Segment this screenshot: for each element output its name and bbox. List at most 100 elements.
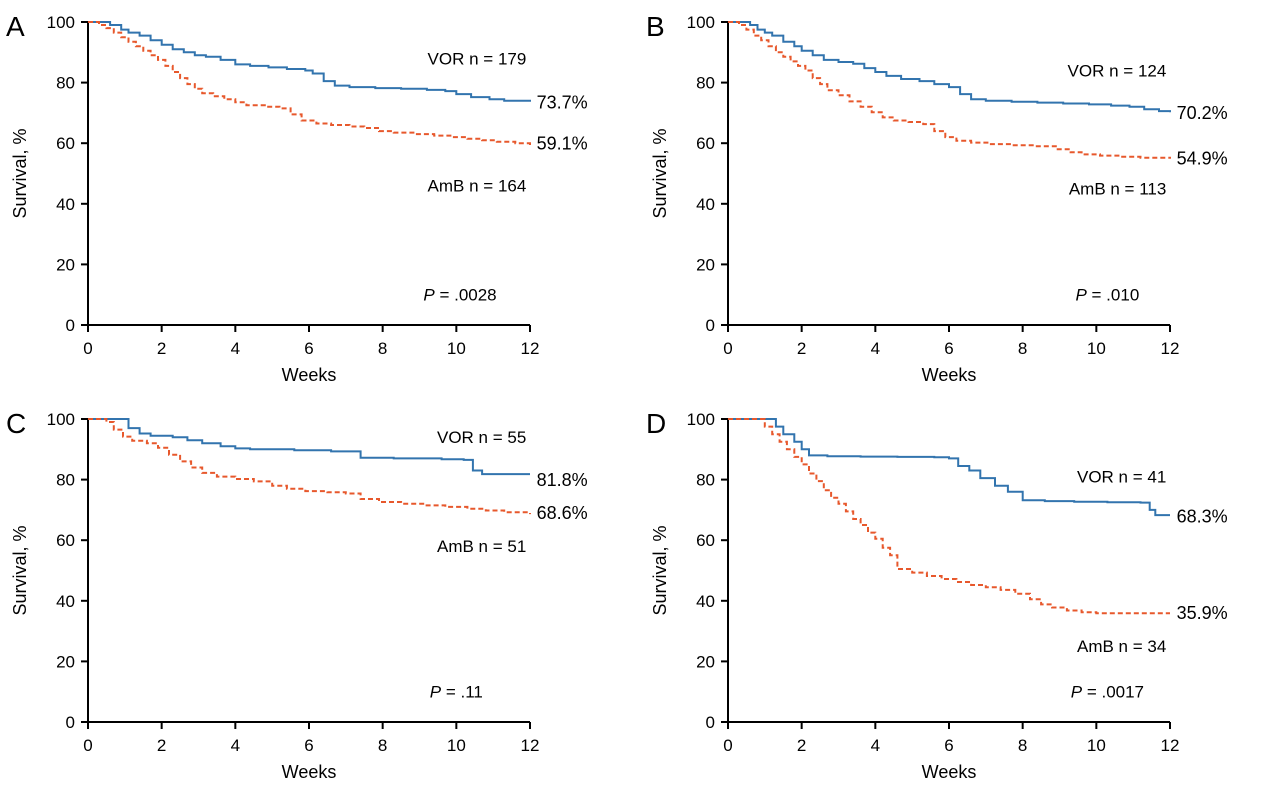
x-tick-label: 0 xyxy=(83,339,92,358)
amb-curve xyxy=(728,418,1170,615)
panel-letter: C xyxy=(6,408,26,439)
survival-chart-b: 0 2 4 6 8 10 12 0 20 40 60 80 100 Weeks Survival, % B VO… xyxy=(646,11,1228,385)
panel-b: 0 2 4 6 8 10 12 0 20 40 60 80 100 Weeks Survival, % B VO… xyxy=(640,0,1280,397)
y-tick-label: 40 xyxy=(56,592,75,611)
panel-a: 0 2 4 6 8 10 12 0 20 40 60 80 100 Weeks Survival, % A VO… xyxy=(0,0,640,397)
y-tick-label: 40 xyxy=(696,195,715,214)
panel-c: 0 2 4 6 8 10 12 0 20 40 60 80 100 Weeks Survival, % C VO… xyxy=(0,397,640,794)
amb-n-label: AmB n = 113 xyxy=(1069,180,1167,199)
y-tick-label: 0 xyxy=(66,316,75,335)
x-tick-label: 12 xyxy=(1161,736,1180,755)
axes xyxy=(727,419,1170,723)
x-tick-label: 2 xyxy=(157,339,166,358)
vor-curve xyxy=(88,21,531,102)
x-tick-label: 10 xyxy=(447,736,466,755)
y-tick-label: 0 xyxy=(706,316,715,335)
vor-curve xyxy=(728,418,1170,517)
vor-final-pct-label: 81.8% xyxy=(537,470,588,490)
panel-letter: A xyxy=(6,11,25,42)
x-tick-label: 6 xyxy=(304,736,313,755)
y-axis-label: Survival, % xyxy=(650,128,670,218)
amb-n-label: AmB n = 51 xyxy=(437,537,526,556)
panel-letter: B xyxy=(646,11,665,42)
survival-chart-a: 0 2 4 6 8 10 12 0 20 40 60 80 100 Weeks Survival, % A VO… xyxy=(6,11,588,385)
y-tick-label: 60 xyxy=(696,531,715,550)
vor-final-pct-label: 68.3% xyxy=(1177,506,1228,526)
p-value-label: P = .010 xyxy=(1075,286,1139,305)
x-tick-label: 10 xyxy=(447,339,466,358)
vor-curve xyxy=(88,418,530,476)
amb-final-pct-label: 54.9% xyxy=(1177,149,1228,169)
x-tick-label: 0 xyxy=(723,339,732,358)
y-tick-label: 20 xyxy=(696,255,715,274)
x-axis-label: Weeks xyxy=(282,762,337,782)
x-tick-label: 4 xyxy=(871,736,880,755)
x-tick-label: 6 xyxy=(944,339,953,358)
vor-n-label: VOR n = 41 xyxy=(1077,468,1166,487)
vor-n-label: VOR n = 55 xyxy=(437,428,526,447)
p-value-label: P = .0017 xyxy=(1071,683,1144,702)
x-tick-label: 0 xyxy=(723,736,732,755)
amb-final-pct-label: 68.6% xyxy=(537,503,588,523)
panel-d: 0 2 4 6 8 10 12 0 20 40 60 80 100 Weeks Survival, % D VO… xyxy=(640,397,1280,794)
x-tick-label: 6 xyxy=(304,339,313,358)
x-tick-label: 4 xyxy=(871,339,880,358)
x-tick-label: 2 xyxy=(797,339,806,358)
x-tick-label: 10 xyxy=(1087,339,1106,358)
y-tick-label: 100 xyxy=(687,410,715,429)
amb-n-label: AmB n = 34 xyxy=(1077,637,1166,656)
x-tick-label: 4 xyxy=(231,736,240,755)
x-tick-label: 8 xyxy=(378,339,387,358)
y-axis-label: Survival, % xyxy=(10,525,30,615)
y-tick-label: 20 xyxy=(696,652,715,671)
y-tick-label: 60 xyxy=(696,134,715,153)
x-tick-label: 2 xyxy=(157,736,166,755)
axes xyxy=(87,419,530,723)
amb-curve xyxy=(88,418,531,515)
y-tick-label: 60 xyxy=(56,531,75,550)
vor-final-pct-label: 73.7% xyxy=(537,93,588,113)
y-tick-label: 80 xyxy=(696,74,715,93)
survival-chart-c: 0 2 4 6 8 10 12 0 20 40 60 80 100 Weeks Survival, % C VO… xyxy=(6,408,588,782)
x-axis-label: Weeks xyxy=(922,365,977,385)
y-tick-label: 40 xyxy=(56,195,75,214)
y-tick-label: 60 xyxy=(56,134,75,153)
vor-final-pct-label: 70.2% xyxy=(1177,103,1228,123)
y-tick-label: 80 xyxy=(696,471,715,490)
y-tick-label: 100 xyxy=(47,410,75,429)
survival-chart-d: 0 2 4 6 8 10 12 0 20 40 60 80 100 Weeks Survival, % D VO… xyxy=(646,408,1228,782)
y-tick-label: 80 xyxy=(56,471,75,490)
vor-curve xyxy=(728,21,1171,113)
x-tick-label: 8 xyxy=(1018,736,1027,755)
y-tick-label: 80 xyxy=(56,74,75,93)
x-tick-label: 12 xyxy=(1161,339,1180,358)
amb-curve xyxy=(88,21,531,146)
panel-letter: D xyxy=(646,408,666,439)
x-tick-label: 6 xyxy=(944,736,953,755)
amb-n-label: AmB n = 164 xyxy=(428,177,527,196)
y-tick-label: 20 xyxy=(56,652,75,671)
p-value-label: P = .0028 xyxy=(423,286,496,305)
x-tick-label: 12 xyxy=(521,339,540,358)
vor-n-label: VOR n = 179 xyxy=(428,49,527,68)
y-axis-label: Survival, % xyxy=(650,525,670,615)
y-tick-label: 100 xyxy=(687,13,715,32)
y-tick-label: 40 xyxy=(696,592,715,611)
y-tick-label: 20 xyxy=(56,255,75,274)
x-tick-label: 0 xyxy=(83,736,92,755)
x-tick-label: 8 xyxy=(1018,339,1027,358)
amb-final-pct-label: 35.9% xyxy=(1177,603,1228,623)
x-tick-label: 8 xyxy=(378,736,387,755)
x-tick-label: 4 xyxy=(231,339,240,358)
x-tick-label: 10 xyxy=(1087,736,1106,755)
x-axis-label: Weeks xyxy=(922,762,977,782)
y-tick-label: 0 xyxy=(706,713,715,732)
y-tick-label: 0 xyxy=(66,713,75,732)
amb-final-pct-label: 59.1% xyxy=(537,134,588,154)
x-tick-label: 12 xyxy=(521,736,540,755)
y-tick-label: 100 xyxy=(47,13,75,32)
y-axis-label: Survival, % xyxy=(10,128,30,218)
vor-n-label: VOR n = 124 xyxy=(1068,61,1167,80)
x-tick-label: 2 xyxy=(797,736,806,755)
